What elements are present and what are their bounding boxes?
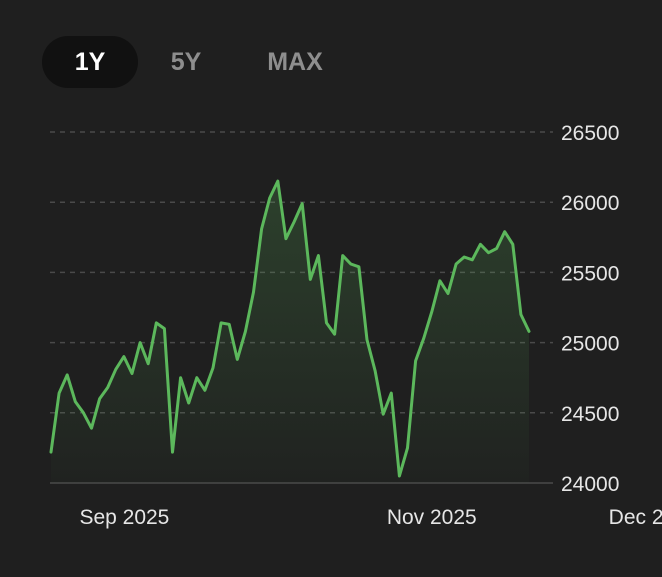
range-tab-max[interactable]: MAX [267, 48, 323, 76]
range-tab-1y[interactable]: 1Y [42, 36, 138, 88]
range-selector: 1Y 5Y MAX [42, 36, 356, 88]
range-tab-5y[interactable]: 5Y [170, 48, 202, 76]
y-tick-label: 26500 [561, 122, 619, 145]
x-tick-label: Nov 2025 [387, 506, 477, 529]
y-tick-label: 24000 [561, 473, 619, 496]
y-axis-ticks: 24000 24500 25000 25500 26000 26500 [561, 122, 619, 496]
x-tick-label: Dec 2025 [609, 506, 662, 529]
y-tick-label: 25000 [561, 333, 619, 356]
y-tick-label: 25500 [561, 262, 619, 285]
y-tick-label: 24500 [561, 403, 619, 426]
y-tick-label: 26000 [561, 192, 619, 215]
price-line[interactable] [49, 179, 531, 478]
price-area [51, 181, 529, 483]
x-tick-label: Sep 2025 [79, 506, 169, 529]
x-axis-ticks: Sep 2025 Nov 2025 Dec 2025 [79, 506, 662, 529]
